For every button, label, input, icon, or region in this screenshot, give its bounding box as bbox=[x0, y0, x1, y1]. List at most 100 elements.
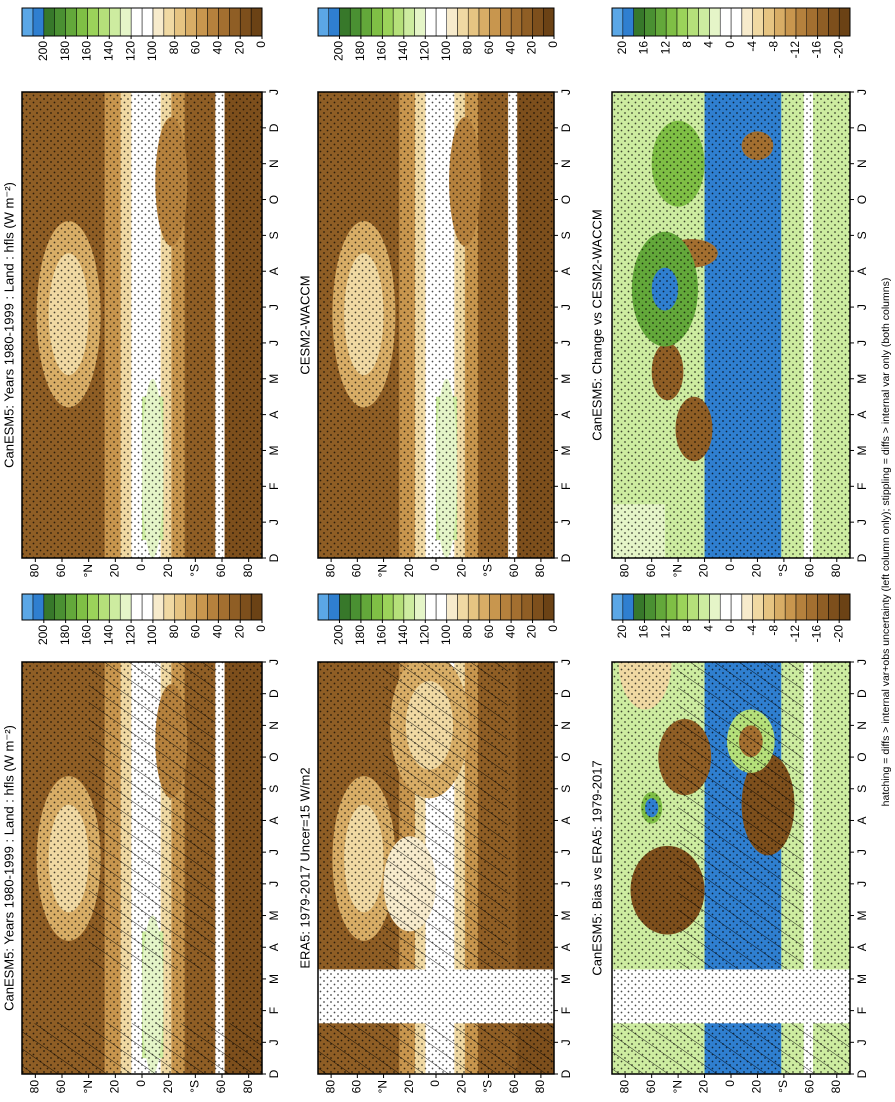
x-tick-label: A bbox=[855, 816, 869, 824]
colorbar-box bbox=[76, 593, 88, 621]
colorbar-box bbox=[360, 593, 372, 621]
colorbar-box bbox=[130, 593, 143, 621]
x-tick-label: N bbox=[559, 159, 573, 168]
y-tick-label: 80 bbox=[533, 564, 547, 578]
colorbar-box bbox=[752, 7, 764, 37]
panel-title: CanESM5: Years 1980-1999 : Land : hfls (… bbox=[1, 725, 16, 1011]
colorbar-label: 160 bbox=[375, 625, 389, 645]
colorbar-box bbox=[382, 7, 394, 37]
colorbar-box bbox=[698, 593, 710, 621]
x-tick-label: F bbox=[267, 483, 281, 490]
x-tick-label: F bbox=[559, 483, 573, 490]
colorbar-box bbox=[414, 593, 426, 621]
colorbar-label: 140 bbox=[101, 41, 115, 61]
colorbar-box bbox=[435, 593, 447, 621]
colorbar-box bbox=[174, 7, 186, 37]
y-tick-label: 60 bbox=[350, 564, 364, 578]
colorbar-label: 20 bbox=[525, 41, 539, 55]
colorbar-label: -12 bbox=[788, 41, 802, 59]
x-tick-label: M bbox=[855, 374, 869, 384]
x-tick-label: A bbox=[855, 267, 869, 275]
y-tick-label: °S bbox=[481, 1080, 495, 1093]
colorbar-box bbox=[21, 7, 34, 37]
colorbar-box bbox=[163, 593, 175, 621]
colorbar-box bbox=[32, 593, 45, 621]
colorbar-box bbox=[185, 7, 197, 37]
field bbox=[612, 92, 850, 558]
x-tick-label: S bbox=[559, 231, 573, 239]
y-tick-label: 20 bbox=[161, 564, 175, 578]
colorbar-box bbox=[371, 7, 383, 37]
x-tick-label: S bbox=[855, 231, 869, 239]
colorbar-label: 4 bbox=[702, 625, 716, 632]
y-tick-label: °N bbox=[81, 1080, 95, 1093]
y-tick-label: 60 bbox=[644, 1080, 658, 1094]
colorbar-box bbox=[403, 7, 415, 37]
colorbar-box bbox=[339, 593, 351, 621]
colorbar-box bbox=[65, 7, 77, 37]
colorbar-box bbox=[328, 7, 340, 37]
y-tick-label: 0 bbox=[134, 564, 148, 571]
colorbar-box bbox=[500, 593, 512, 621]
colorbar-box bbox=[784, 593, 797, 621]
y-tick-label: 80 bbox=[28, 1080, 42, 1094]
panel-title: CanESM5: Change vs CESM2-WACCM bbox=[589, 209, 604, 440]
hatching bbox=[612, 1023, 850, 1074]
x-tick-label: N bbox=[855, 721, 869, 730]
colorbar-box bbox=[76, 7, 88, 37]
colorbar-box bbox=[687, 593, 699, 621]
y-tick-label: °N bbox=[376, 1080, 390, 1093]
x-tick-label: J bbox=[855, 89, 869, 95]
y-tick-label: °S bbox=[776, 1080, 790, 1093]
colorbar-label: 0 bbox=[254, 625, 268, 632]
field bbox=[612, 662, 850, 1074]
x-tick-label: N bbox=[559, 721, 573, 730]
field bbox=[318, 662, 554, 1074]
colorbar-box bbox=[655, 593, 667, 621]
field bbox=[22, 662, 262, 1074]
colorbar-label: 8 bbox=[680, 41, 694, 48]
colorbar-label: 100 bbox=[145, 41, 159, 61]
y-tick-label: 60 bbox=[214, 1080, 228, 1094]
colorbar-box bbox=[109, 593, 121, 621]
colorbar-label: 200 bbox=[332, 41, 346, 61]
colorbar-label: 8 bbox=[680, 625, 694, 632]
colorbar-box bbox=[622, 593, 634, 621]
colorbar-box bbox=[676, 593, 688, 621]
colorbar-box bbox=[371, 593, 383, 621]
colorbar-box bbox=[239, 593, 252, 621]
colorbar-box bbox=[339, 7, 351, 37]
hatching bbox=[22, 1023, 262, 1074]
y-tick-label: 0 bbox=[723, 564, 737, 571]
y-tick-label: 60 bbox=[644, 564, 658, 578]
colorbar-box bbox=[87, 7, 99, 37]
panel: CanESM5: Change vs CESM2-WACCM D J F M A M J J A S… bbox=[589, 7, 869, 578]
y-tick-label: 0 bbox=[428, 564, 442, 571]
colorbar-box bbox=[218, 593, 230, 621]
colorbar-box bbox=[239, 7, 252, 37]
colorbar-box bbox=[510, 7, 523, 37]
colorbar-box bbox=[207, 593, 219, 621]
hatching bbox=[88, 662, 216, 970]
colorbar-box bbox=[611, 593, 624, 621]
colorbar-box bbox=[478, 7, 490, 37]
colorbar-box bbox=[328, 593, 340, 621]
x-tick-label: J bbox=[855, 340, 869, 346]
colorbar-box bbox=[43, 593, 55, 621]
colorbar-box bbox=[633, 7, 645, 37]
colorbar-box bbox=[446, 593, 458, 621]
colorbar-box bbox=[382, 593, 394, 621]
colorbar-box bbox=[730, 7, 743, 37]
colorbar-box bbox=[763, 7, 775, 37]
x-tick-label: D bbox=[855, 1069, 869, 1078]
x-tick-label: D bbox=[559, 689, 573, 698]
colorbar-box bbox=[457, 593, 469, 621]
colorbar-box bbox=[446, 7, 458, 37]
colorbar-box bbox=[644, 7, 656, 37]
colorbar-label: -20 bbox=[831, 41, 845, 59]
colorbar-box bbox=[622, 7, 634, 37]
x-tick-label: J bbox=[559, 659, 573, 665]
colorbar-box bbox=[665, 7, 678, 37]
colorbar-box bbox=[806, 7, 818, 37]
colorbar-box bbox=[795, 7, 807, 37]
